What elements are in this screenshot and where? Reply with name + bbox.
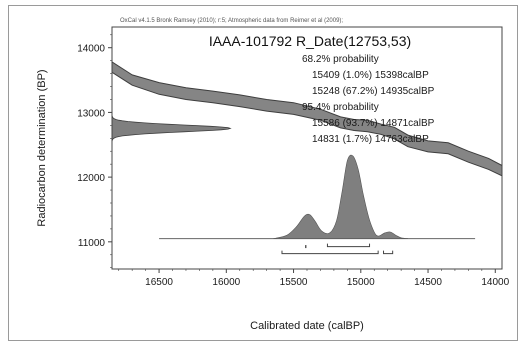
probability-range-line: 14831 (1.7%) 14763calBP — [312, 134, 429, 145]
probability-heading: 95.4% probability — [302, 102, 379, 113]
x-tick-label: 16000 — [212, 277, 240, 288]
probability-range-line: 15248 (67.2%) 14935calBP — [312, 86, 435, 97]
probability-heading: 68.2% probability — [302, 54, 379, 65]
y-tick-label: 11000 — [78, 238, 106, 249]
probability-legend: 68.2% probability 15409 (1.0%) 15398calBP… — [302, 54, 435, 145]
y-tick-label: 14000 — [77, 44, 105, 55]
x-tick-label: 16500 — [145, 277, 173, 288]
y-axis-label: Radiocarbon determination (BP) — [36, 69, 48, 226]
x-tick-label: 14000 — [481, 277, 509, 288]
figure-frame — [8, 5, 518, 341]
probability-range-line: 15586 (93.7%) 14871calBP — [312, 118, 435, 129]
y-tick-label: 12000 — [77, 173, 105, 184]
x-tick-label: 15500 — [280, 277, 308, 288]
range-68-bracket — [326, 243, 371, 248]
calibration-curve-band — [112, 61, 502, 177]
radiocarbon-date-distribution — [112, 114, 232, 143]
plot-area — [112, 61, 502, 255]
range-95-bracket — [383, 250, 394, 255]
x-tick-label: 15000 — [347, 277, 375, 288]
axes: 16500 16000 15500 15000 14500 14000 11000 12000… — [77, 34, 510, 288]
source-note: OxCal v4.1.5 Bronk Ramsey (2010); r:5; A… — [120, 18, 343, 24]
x-tick-label: 14500 — [414, 277, 442, 288]
y-tick-label: 13000 — [77, 108, 105, 119]
probability-range-line: 15409 (1.0%) 15398calBP — [312, 70, 429, 81]
chart-title: IAAA-101792 R_Date(12753,53) — [209, 33, 411, 49]
range-95-bracket — [281, 250, 379, 255]
calibrated-date-distribution — [273, 154, 408, 239]
x-axis-label: Calibrated date (calBP) — [250, 320, 364, 332]
